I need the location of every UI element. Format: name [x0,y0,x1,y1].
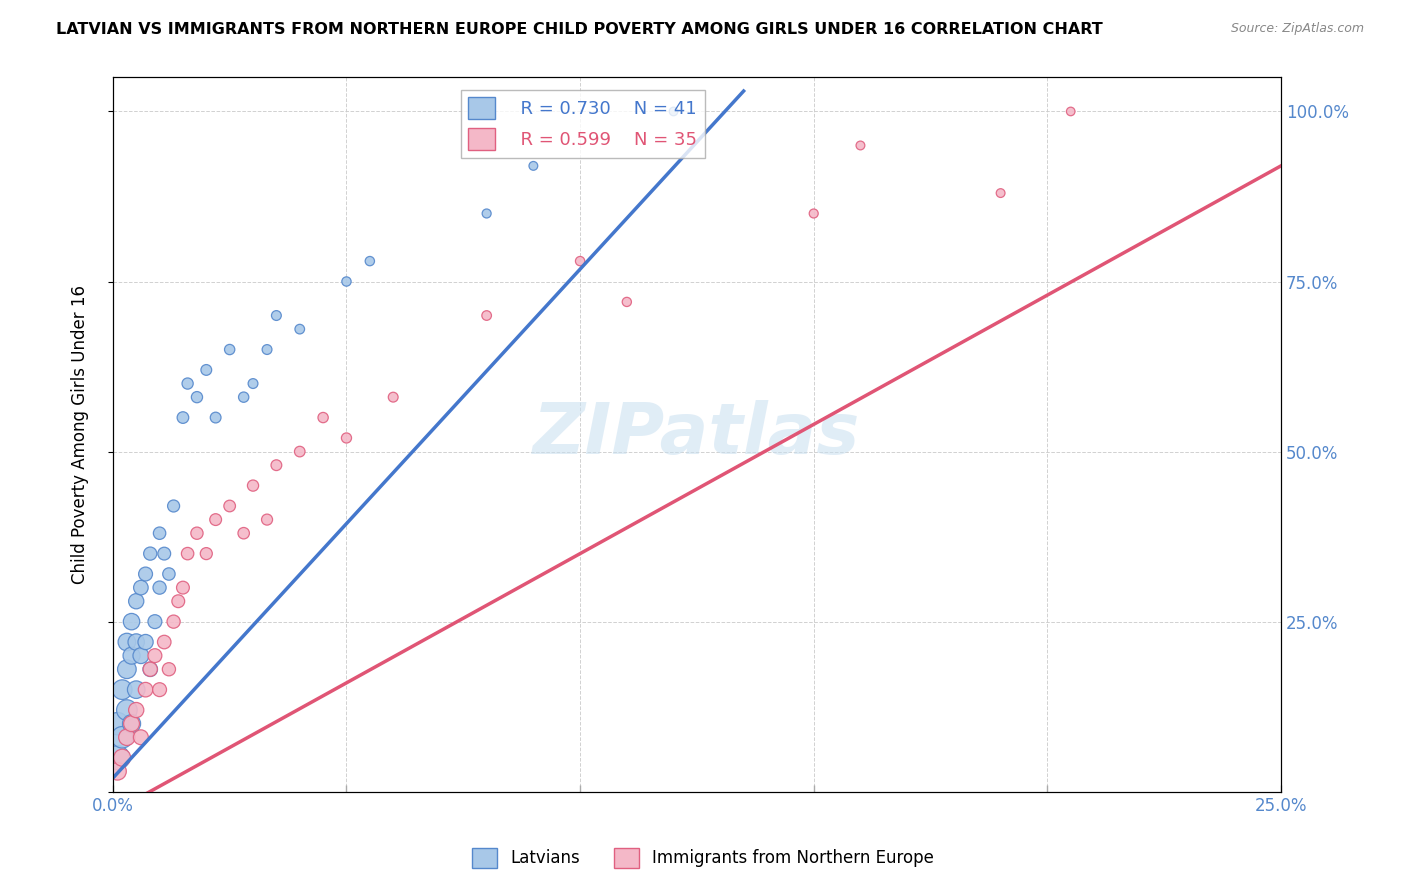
Point [195,547,218,561]
Text: LATVIAN VS IMMIGRANTS FROM NORTHERN EUROPE CHILD POVERTY AMONG GIRLS UNDER 16 CO: LATVIAN VS IMMIGRANTS FROM NORTHERN EURO… [56,22,1102,37]
Point [176,547,198,561]
Point [256,513,278,527]
Point [115,635,138,649]
Point [139,547,162,561]
Point [125,703,148,717]
Point [242,376,264,391]
Point [135,682,157,697]
Point [616,294,638,309]
Point [266,458,288,473]
Point [195,363,218,377]
Point [232,526,254,541]
Point [143,615,166,629]
Point [849,138,872,153]
Point [153,547,176,561]
Point [662,104,685,119]
Point [266,309,288,323]
Point [121,648,143,663]
Legend: Latvians, Immigrants from Northern Europe: Latvians, Immigrants from Northern Europ… [465,841,941,875]
Point [204,513,226,527]
Point [115,703,138,717]
Point [232,390,254,404]
Point [803,206,825,220]
Point [172,581,194,595]
Text: Source: ZipAtlas.com: Source: ZipAtlas.com [1230,22,1364,36]
Point [475,206,498,220]
Point [186,390,208,404]
Point [148,581,170,595]
Point [111,682,134,697]
Point [125,594,148,608]
Point [157,567,180,582]
Point [176,376,198,391]
Point [312,410,335,425]
Point [139,662,162,676]
Legend:   R = 0.730    N = 41,   R = 0.599    N = 35: R = 0.730 N = 41, R = 0.599 N = 35 [461,90,704,158]
Point [111,731,134,745]
Point [990,186,1012,200]
Point [172,410,194,425]
Point [382,390,405,404]
Point [148,526,170,541]
Point [121,615,143,629]
Point [218,499,240,513]
Point [139,662,162,676]
Point [107,716,129,731]
Point [288,444,311,458]
Point [475,309,498,323]
Point [129,731,152,745]
Point [153,635,176,649]
Point [335,431,357,445]
Point [107,750,129,764]
Point [115,662,138,676]
Point [335,275,357,289]
Point [125,682,148,697]
Point [1060,104,1083,119]
Point [288,322,311,336]
Point [186,526,208,541]
Point [242,478,264,492]
Point [569,254,592,268]
Point [167,594,190,608]
Y-axis label: Child Poverty Among Girls Under 16: Child Poverty Among Girls Under 16 [72,285,89,584]
Point [135,567,157,582]
Point [111,750,134,764]
Point [107,764,129,779]
Point [125,635,148,649]
Point [157,662,180,676]
Point [218,343,240,357]
Point [359,254,381,268]
Point [522,159,544,173]
Point [135,635,157,649]
Point [129,581,152,595]
Point [162,499,184,513]
Point [204,410,226,425]
Point [121,716,143,731]
Point [143,648,166,663]
Point [148,682,170,697]
Text: ZIPatlas: ZIPatlas [533,401,860,469]
Point [129,648,152,663]
Point [162,615,184,629]
Point [121,716,143,731]
Point [256,343,278,357]
Point [115,731,138,745]
